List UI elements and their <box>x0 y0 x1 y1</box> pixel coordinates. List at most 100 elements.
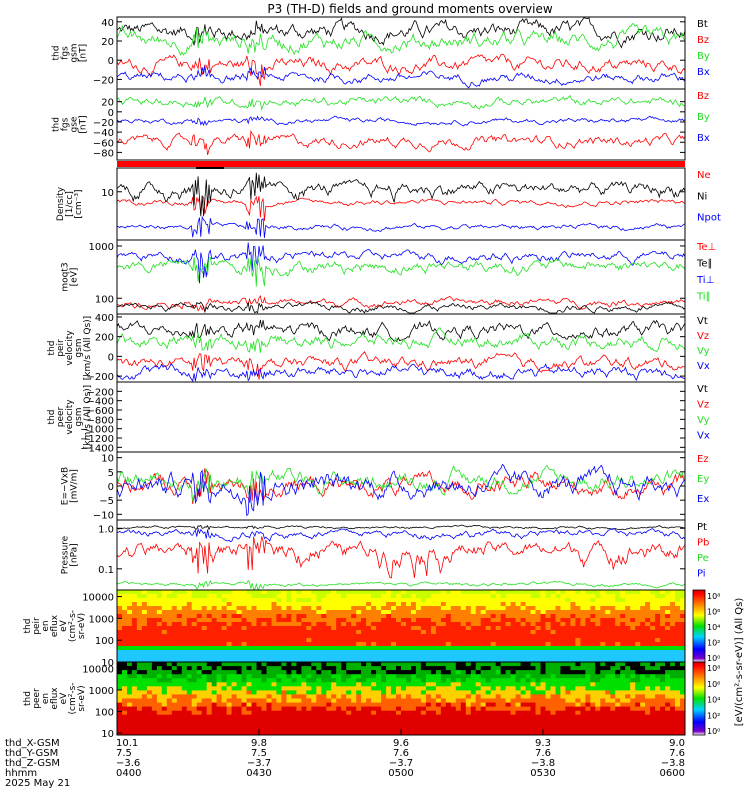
spectrogram-cell <box>201 682 208 687</box>
spectrogram-cell <box>241 646 247 651</box>
spectrogram-cell <box>550 702 556 708</box>
spectrogram-cell <box>176 590 183 595</box>
spectrogram-cell <box>600 650 606 655</box>
spectrogram-cell <box>286 634 292 639</box>
spectrogram-cell <box>595 702 601 708</box>
spectrogram-cell <box>620 710 626 716</box>
spectrogram-cell <box>445 706 452 712</box>
spectrogram-cell <box>406 658 412 663</box>
x-tick-label: 0430 <box>246 768 271 779</box>
spectrogram-cell <box>171 598 178 603</box>
spectrogram-cell <box>356 642 362 647</box>
spectrogram-cell <box>151 622 158 627</box>
spectrogram-cell <box>655 614 661 619</box>
spectrogram-cell <box>435 726 442 732</box>
spectrogram-cell <box>117 646 123 651</box>
spectrogram-cell <box>231 674 237 679</box>
spectrogram-cell <box>525 658 531 663</box>
spectrogram-cell <box>201 666 208 671</box>
spectrogram-cell <box>650 646 656 651</box>
spectrogram-cell <box>396 618 402 623</box>
spectrogram-cell <box>570 726 576 732</box>
spectrogram-cell <box>620 650 626 655</box>
spectrogram-cell <box>281 702 287 708</box>
spectrogram-cell <box>575 702 581 708</box>
spectrogram-cell <box>331 594 337 599</box>
spectrogram-cell <box>241 622 247 627</box>
spectrogram-cell <box>171 714 178 720</box>
spectrogram-cell <box>540 638 546 643</box>
spectrogram-cell <box>450 702 457 708</box>
spectrogram-cell <box>356 646 362 651</box>
spectrogram-cell <box>450 662 457 667</box>
spectrogram-cell <box>500 730 506 736</box>
spectrogram-cell <box>396 682 402 687</box>
spectrogram-cell <box>151 662 158 667</box>
spectrogram-cell <box>386 674 392 679</box>
spectrogram-cell <box>520 622 526 627</box>
spectrogram-cell <box>660 722 666 728</box>
spectrogram-cell <box>505 694 511 699</box>
spectrogram-cell <box>206 634 213 639</box>
spectrogram-cell <box>266 650 272 655</box>
spectrogram-cell <box>191 610 198 615</box>
spectrogram-cell <box>326 722 332 728</box>
spectrogram-cell <box>515 678 521 683</box>
spectrogram-cell <box>485 642 492 647</box>
spectrogram-cell <box>191 710 198 716</box>
spectrogram-cell <box>490 638 497 643</box>
spectrogram-cell <box>615 602 621 607</box>
spectrogram-cell <box>530 714 536 720</box>
spectrogram-cell <box>226 638 232 643</box>
spectrogram-cell <box>610 626 616 631</box>
spectrogram-cell <box>600 610 606 615</box>
spectrogram-cell <box>186 674 193 679</box>
spectrogram-cell <box>196 590 203 595</box>
spectrogram-cell <box>271 718 277 724</box>
spectrogram-cell <box>271 642 277 647</box>
spectrogram-cell <box>336 702 342 708</box>
spectrogram-cell <box>500 718 506 724</box>
spectrogram-cell <box>181 622 188 627</box>
spectrogram-cell <box>645 730 651 736</box>
spectrogram-cell <box>455 622 462 627</box>
spectrogram-cell <box>665 706 671 712</box>
spectrogram-cell <box>391 702 397 708</box>
spectrogram-cell <box>246 618 252 623</box>
spectrogram-cell <box>670 654 676 659</box>
spectrogram-cell <box>505 674 511 679</box>
spectrogram-cell <box>520 682 526 687</box>
spectrogram-cell <box>605 682 611 687</box>
spectrogram-cell <box>450 718 457 724</box>
spectrogram-cell <box>236 622 242 627</box>
spectrogram-cell <box>525 722 531 728</box>
spectrogram-cell <box>281 726 287 732</box>
spectrogram-cell <box>276 686 282 691</box>
spectrogram-cell <box>196 630 203 635</box>
spectrogram-cell <box>455 666 462 671</box>
spectrogram-cell <box>241 610 247 615</box>
y-tick-label: −5 <box>99 496 114 507</box>
spectrogram-cell <box>490 658 497 663</box>
spectrogram-cell <box>141 666 148 671</box>
spectrogram-cell <box>396 658 402 663</box>
spectrogram-cell <box>141 638 148 643</box>
spectrogram-cell <box>286 590 292 595</box>
spectrogram-cell <box>246 682 252 687</box>
y-axis-label: gsm <box>70 43 80 62</box>
spectrogram-cell <box>640 594 646 599</box>
spectrogram-cell <box>196 606 203 611</box>
spectrogram-cell <box>565 594 571 599</box>
spectrogram-cell <box>635 694 641 699</box>
spectrogram-cell <box>665 630 671 635</box>
spectrogram-cell <box>366 634 372 639</box>
spectrogram-cell <box>680 686 686 691</box>
spectrogram-cell <box>475 646 482 651</box>
spectrogram-cell <box>376 698 382 703</box>
spectrogram-cell <box>341 678 347 683</box>
spectrogram-cell <box>396 690 402 695</box>
spectrogram-cell <box>600 686 606 691</box>
spectrogram-cell <box>420 602 427 607</box>
spectrogram-cell <box>450 642 457 647</box>
spectrogram-cell <box>445 606 452 611</box>
